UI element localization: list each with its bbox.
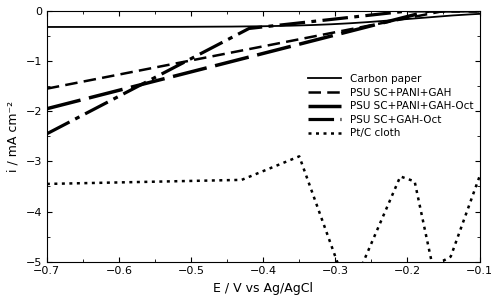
Carbon paper [384, 19, 390, 22]
PSU SC+PANI+GAH [243, 48, 249, 52]
Line: PSU SC+PANI+GAH: PSU SC+PANI+GAH [47, 11, 480, 89]
Pt/C cloth [464, 208, 470, 212]
Carbon paper [464, 13, 470, 16]
Legend: Carbon paper, PSU SC+PANI+GAH, PSU SC+PANI+GAH-Oct, PSU SC+GAH-Oct, Pt/C cloth: Carbon paper, PSU SC+PANI+GAH, PSU SC+PA… [304, 70, 478, 143]
PSU SC+PANI+GAH [464, 9, 470, 13]
PSU SC+PANI+GAH [476, 9, 482, 13]
PSU SC+PANI+GAH [66, 82, 72, 86]
Line: Pt/C cloth: Pt/C cloth [47, 156, 480, 277]
Line: PSU SC+GAH-Oct: PSU SC+GAH-Oct [47, 11, 480, 134]
PSU SC+PANI+GAH-Oct [476, 9, 482, 13]
PSU SC+PANI+GAH [440, 9, 446, 13]
Line: Carbon paper: Carbon paper [47, 14, 480, 27]
PSU SC+PANI+GAH-Oct [426, 9, 432, 13]
Carbon paper [476, 12, 482, 16]
PSU SC+GAH-Oct [243, 28, 249, 32]
PSU SC+PANI+GAH-Oct [44, 107, 50, 111]
Pt/C cloth [385, 203, 391, 207]
Line: PSU SC+PANI+GAH-Oct: PSU SC+PANI+GAH-Oct [47, 11, 480, 109]
Pt/C cloth [243, 176, 249, 180]
PSU SC+GAH-Oct [404, 9, 410, 13]
PSU SC+PANI+GAH-Oct [243, 56, 249, 59]
PSU SC+GAH-Oct [384, 11, 390, 15]
Pt/C cloth [340, 275, 345, 278]
PSU SC+GAH-Oct [66, 120, 72, 124]
Pt/C cloth [464, 209, 470, 213]
Pt/C cloth [476, 175, 482, 178]
PSU SC+GAH-Oct [44, 132, 50, 136]
Pt/C cloth [254, 172, 260, 175]
PSU SC+GAH-Oct [476, 9, 482, 13]
PSU SC+PANI+GAH-Oct [464, 9, 470, 13]
Carbon paper [44, 25, 50, 29]
Carbon paper [464, 13, 470, 16]
Pt/C cloth [66, 182, 72, 185]
Carbon paper [243, 25, 249, 28]
Y-axis label: i / mA cm⁻²: i / mA cm⁻² [7, 101, 20, 172]
Pt/C cloth [44, 182, 50, 186]
PSU SC+PANI+GAH [254, 46, 260, 49]
PSU SC+PANI+GAH-Oct [66, 101, 72, 105]
PSU SC+PANI+GAH [464, 9, 470, 13]
PSU SC+PANI+GAH-Oct [254, 53, 260, 57]
PSU SC+PANI+GAH [384, 20, 390, 24]
PSU SC+PANI+GAH [44, 87, 50, 91]
X-axis label: E / V vs Ag/AgCl: E / V vs Ag/AgCl [213, 282, 313, 295]
PSU SC+PANI+GAH-Oct [464, 9, 470, 13]
Pt/C cloth [296, 155, 302, 158]
PSU SC+GAH-Oct [464, 9, 470, 13]
PSU SC+GAH-Oct [464, 9, 470, 13]
Carbon paper [254, 24, 260, 28]
Carbon paper [66, 25, 72, 29]
PSU SC+PANI+GAH-Oct [384, 20, 390, 23]
PSU SC+GAH-Oct [254, 26, 260, 29]
